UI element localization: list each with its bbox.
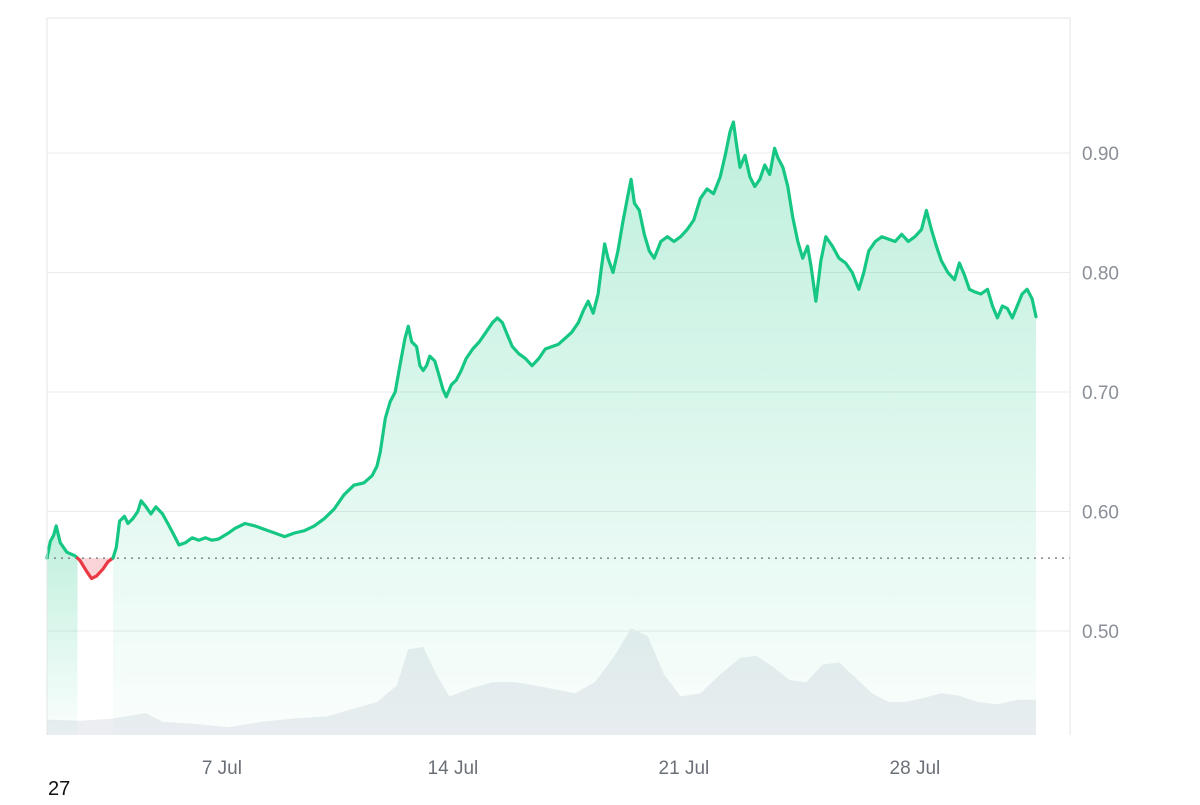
price-line-up-2 (111, 120, 1038, 560)
y-tick-label-2: 0.70 (1082, 383, 1119, 404)
y-tick-label-4: 0.90 (1082, 144, 1119, 165)
plot-frame (46, 17, 1071, 735)
x-tick-label-2: 21 Jul (659, 758, 710, 779)
price-area-up-0 (47, 525, 78, 735)
price-area-up-2 (113, 122, 1036, 735)
price-area (47, 122, 1036, 735)
x-axis: 7 Jul 14 Jul 21 Jul 28 Jul (202, 758, 940, 779)
price-line (45, 120, 1038, 581)
y-axis: 0.50 0.60 0.70 0.80 0.90 (1082, 144, 1119, 643)
y-tick-label-3: 0.80 (1082, 264, 1119, 285)
price-line-up-0 (45, 524, 80, 560)
x-tick-label-1: 14 Jul (428, 758, 479, 779)
price-line-down-1 (75, 556, 115, 581)
frame-border (46, 17, 1071, 735)
corner-label: 27 (48, 778, 71, 800)
y-tick-label-1: 0.60 (1082, 503, 1119, 524)
x-tick-label-0: 7 Jul (202, 758, 242, 779)
price-area-down-1 (77, 558, 113, 579)
y-tick-label-0: 0.50 (1082, 622, 1119, 643)
x-tick-label-3: 28 Jul (890, 758, 941, 779)
